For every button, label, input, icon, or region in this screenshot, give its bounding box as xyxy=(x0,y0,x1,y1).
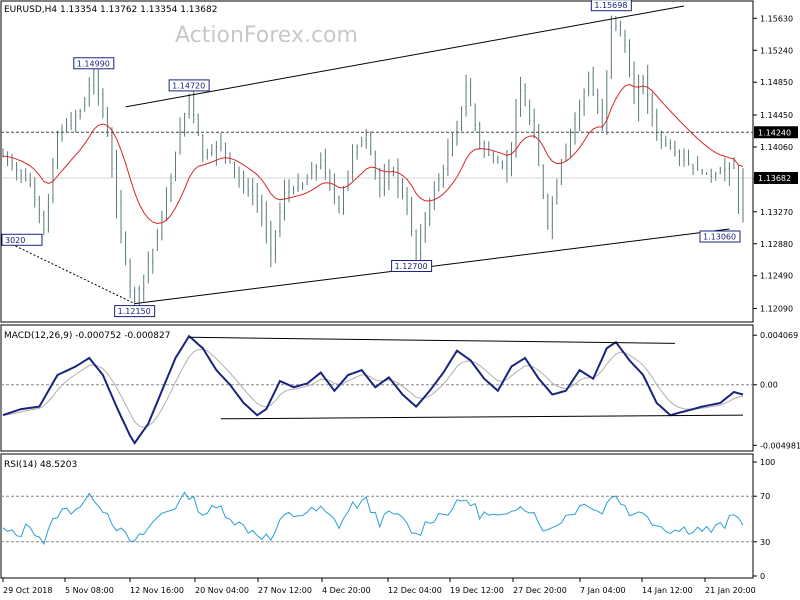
resistance-trendline xyxy=(125,5,685,108)
current-price-box xyxy=(754,172,798,185)
price-annotation-box xyxy=(391,260,433,273)
price-panel-frame xyxy=(0,0,754,323)
macd-signal-line xyxy=(2,348,744,428)
price-annotation-box xyxy=(114,305,156,318)
macd-axis: 0.004069 0.00 -0.004981 xyxy=(753,331,800,450)
time-tick-label: 7 Jan 04:00 xyxy=(580,586,626,595)
macd-overlay xyxy=(1,334,753,445)
rsi-axis: 100 70 30 0 xyxy=(753,458,775,581)
moving-average-line xyxy=(2,83,744,225)
price-annotation: 1.14720 xyxy=(172,81,205,90)
current-price-label: 1.13682 xyxy=(758,174,791,183)
time-tick-label: 14 Jan 12:00 xyxy=(642,586,693,595)
price-annotation-box xyxy=(699,230,741,243)
macd-panel-frame xyxy=(0,324,754,452)
rsi-line xyxy=(2,491,744,546)
price-tick-label: 1.12090 xyxy=(760,305,793,314)
time-tick-label: 20 Nov 04:00 xyxy=(195,586,249,595)
macd-tick-label: -0.004981 xyxy=(760,441,800,450)
price-annotation-box xyxy=(168,79,210,92)
price-annotation: 1.13060 xyxy=(703,232,736,241)
price-annotation: 1.14990 xyxy=(77,59,110,68)
price-tick-label: 1.13270 xyxy=(760,208,793,217)
instrument-header: EURUSD,H4 1.13354 1.13762 1.13354 1.1368… xyxy=(4,5,217,15)
rsi-panel: RSI(14) 48.5203 100 70 30 0 xyxy=(0,453,775,581)
price-tick-label: 1.14060 xyxy=(760,143,793,152)
price-annotation: 1.12150 xyxy=(118,307,151,316)
time-tick-label: 4 Dec 20:00 xyxy=(322,586,371,595)
rsi-title: RSI(14) 48.5203 xyxy=(4,460,77,470)
macd-lower-trendline xyxy=(220,414,744,420)
price-annotation: 1.12700 xyxy=(395,262,428,271)
macd-panel: MACD(12,26,9) -0.000752 -0.000827 0.0040… xyxy=(0,324,800,452)
rsi-tick-label: 30 xyxy=(760,538,770,547)
rsi-overlay xyxy=(1,491,753,546)
price-tick-label: 1.15630 xyxy=(760,14,793,23)
macd-title: MACD(12,26,9) -0.000752 -0.000827 xyxy=(4,331,170,341)
price-annotation-box xyxy=(73,57,115,70)
macd-tick-label: 0.004069 xyxy=(760,331,798,340)
time-axis: 29 Oct 2018 5 Nov 08:00 12 Nov 16:00 20 Nov… xyxy=(2,578,756,595)
rsi-panel-frame xyxy=(0,453,754,579)
macd-tick-label: 0.00 xyxy=(760,381,778,390)
time-tick-label: 27 Nov 12:00 xyxy=(258,586,312,595)
price-annotation-box xyxy=(1,233,43,246)
price-tick-label: 1.14450 xyxy=(760,111,793,120)
price-tick-label: 1.12490 xyxy=(760,272,793,281)
price-tick-label: 1.12880 xyxy=(760,240,793,249)
macd-line xyxy=(2,334,744,445)
rsi-tick-label: 100 xyxy=(760,458,775,467)
rsi-tick-label: 70 xyxy=(760,492,770,501)
price-annotation: 3020 xyxy=(5,236,25,245)
macd-upper-trendline xyxy=(189,336,675,344)
price-annotation-box xyxy=(590,0,632,12)
price-annotation: 1.15698 xyxy=(594,1,627,10)
price-panel: EURUSD,H4 1.13354 1.13762 1.13354 1.1368… xyxy=(0,0,798,323)
time-tick-label: 27 Dec 20:00 xyxy=(513,586,567,595)
price-tick-label: 1.15240 xyxy=(760,46,793,55)
rsi-tick-label: 0 xyxy=(760,572,765,581)
time-tick-label: 5 Nov 08:00 xyxy=(65,586,114,595)
horizontal-level-box xyxy=(754,126,798,139)
price-overlay: 1.14240 1.13682 1.14990 1.14720 1.12150 1.127… xyxy=(0,0,798,318)
time-tick-label: 12 Dec 04:00 xyxy=(388,586,442,595)
time-tick-label: 29 Oct 2018 xyxy=(3,586,52,595)
horizontal-level-label: 1.14240 xyxy=(758,128,791,137)
watermark: ActionForex.com xyxy=(175,23,358,48)
time-tick-label: 12 Nov 16:00 xyxy=(130,586,184,595)
price-tick-label: 1.14850 xyxy=(760,78,793,87)
time-tick-label: 19 Dec 12:00 xyxy=(450,586,504,595)
time-tick-label: 21 Jan 20:00 xyxy=(705,586,756,595)
